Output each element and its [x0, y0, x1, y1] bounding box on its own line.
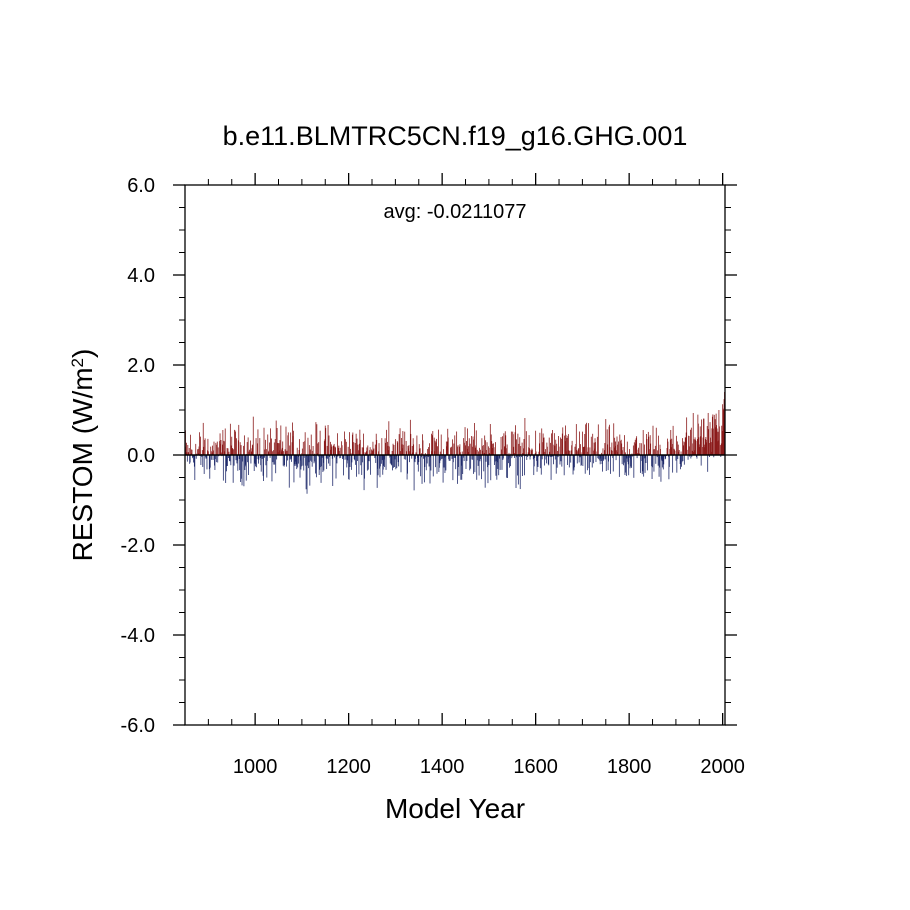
y-axis-label-superscript: 2 — [68, 358, 87, 367]
y-tick-label: -4.0 — [121, 625, 155, 647]
bar-series — [184, 392, 726, 494]
x-tick-label: 1800 — [607, 756, 652, 778]
chart-title: b.e11.BLMTRC5CN.f19_g16.GHG.001 — [223, 121, 688, 151]
y-tick-label: -6.0 — [121, 715, 155, 737]
y-axis-label: RESTOM (W/m2) — [67, 349, 98, 562]
x-tick-label: 1200 — [326, 756, 371, 778]
y-tick-label: -2.0 — [121, 535, 155, 557]
axis-ticks: 1000 1200 1400 1600 1800 2000 6.0 4.0 2.0 0.0 -2.0… — [121, 173, 745, 778]
y-tick-label: 0.0 — [127, 445, 155, 467]
y-axis-label-close: ) — [67, 349, 98, 358]
y-axis-label-main: RESTOM (W/m — [67, 367, 98, 561]
y-tick-label: 2.0 — [127, 355, 155, 377]
x-tick-label: 1600 — [513, 756, 558, 778]
avg-annotation: avg: -0.0211077 — [383, 201, 526, 223]
y-tick-label: 4.0 — [127, 265, 155, 287]
x-tick-label: 1400 — [420, 756, 465, 778]
x-tick-label: 2000 — [700, 756, 745, 778]
x-tick-label: 1000 — [233, 756, 278, 778]
x-axis-label: Model Year — [385, 793, 525, 824]
y-tick-label: 6.0 — [127, 175, 155, 197]
